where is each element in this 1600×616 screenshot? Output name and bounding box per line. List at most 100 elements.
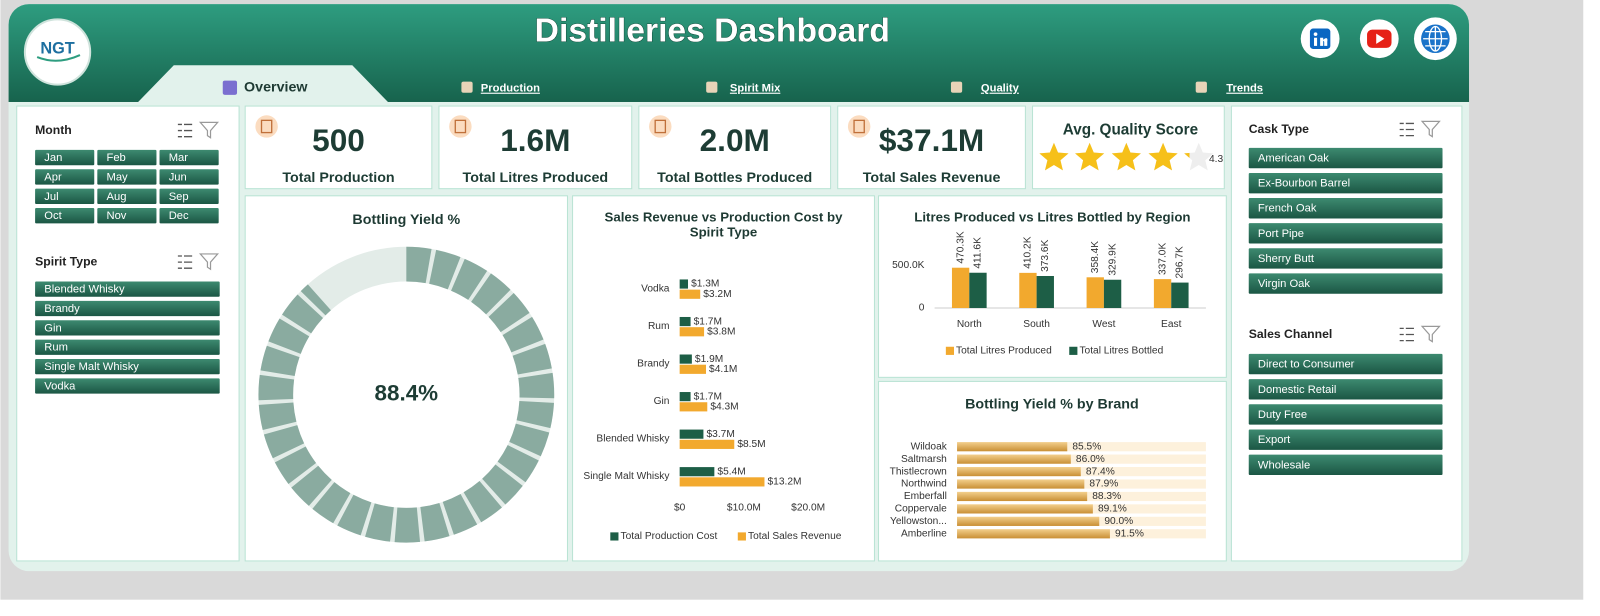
legend-swatch [610, 532, 619, 541]
tab[interactable]: Quality [981, 83, 1020, 95]
y-tick-label: Gin [654, 396, 670, 407]
y-tick-label: 500.0K [892, 260, 924, 271]
data-label: 358.4K [1090, 241, 1101, 273]
slicer-item[interactable]: Ex-Bourbon Barrel [1258, 178, 1350, 190]
bar [957, 491, 1088, 502]
slicer-item[interactable]: Wholesale [1258, 459, 1310, 471]
slicer-button[interactable] [35, 339, 220, 355]
slicer-item[interactable]: Virgin Oak [1258, 278, 1310, 290]
slicer-button[interactable] [35, 208, 95, 224]
slicer-item[interactable]: French Oak [1258, 203, 1317, 215]
tab[interactable]: Production [481, 83, 540, 95]
slicer-button[interactable] [97, 188, 157, 204]
slicer-item[interactable]: May [106, 171, 128, 183]
data-label: 87.4% [1086, 466, 1115, 477]
slicer-button[interactable] [35, 149, 95, 166]
tab[interactable]: Spirit Mix [730, 83, 781, 95]
slicer-button[interactable] [35, 378, 220, 394]
slicer-item[interactable]: Single Malt Whisky [44, 361, 139, 373]
slicer-button[interactable] [35, 281, 220, 297]
bar [679, 354, 692, 364]
y-tick-label: Coppervale [895, 504, 947, 515]
y-tick-label: Brandy [637, 358, 670, 369]
slicer-button[interactable] [1248, 454, 1443, 476]
slicer-button[interactable] [97, 169, 157, 185]
chart-title: Bottling Yield % by Brand [965, 397, 1139, 413]
kpi-icon [255, 115, 278, 138]
slicer-button[interactable] [1248, 273, 1443, 294]
slicer-item[interactable]: American Oak [1258, 153, 1329, 165]
slicer-item[interactable]: Duty Free [1258, 409, 1307, 421]
slicer-item[interactable]: Mar [169, 152, 189, 164]
slicer-item[interactable]: Apr [44, 171, 62, 183]
star-fill [1075, 142, 1105, 171]
clear-filter-icon[interactable] [1420, 120, 1441, 138]
slicer-button[interactable] [1248, 404, 1443, 425]
star-fill [1111, 142, 1141, 171]
kpi-value: $37.1M [879, 122, 984, 158]
multi-select-icon[interactable] [177, 123, 193, 138]
clear-filter-icon[interactable] [198, 121, 220, 139]
multi-select-icon[interactable] [177, 255, 193, 269]
tab[interactable]: Trends [1226, 83, 1263, 95]
slicer-item[interactable]: Blended Whisky [44, 284, 125, 296]
slicer-item[interactable]: Jul [44, 191, 58, 203]
slicer-item[interactable]: Rum [44, 342, 68, 354]
slicer-item[interactable]: Aug [106, 191, 126, 203]
linkedin-glyph [1313, 32, 1318, 37]
star-fill [1184, 152, 1190, 158]
chart-title-box: Sales Revenue vs Production Cost by Spir… [605, 209, 843, 240]
slicer-item[interactable]: Dec [169, 210, 189, 222]
multi-select-icon[interactable] [1399, 122, 1414, 137]
slicer-button[interactable] [159, 169, 219, 185]
slicer-button[interactable] [1248, 223, 1443, 244]
slicer-item[interactable]: Jan [44, 152, 62, 164]
slicer-button[interactable] [159, 208, 219, 224]
kpi-card [837, 105, 1026, 190]
data-label: $1.3M [691, 279, 719, 290]
kpi-value: 1.6M [500, 122, 570, 158]
multi-select-icon[interactable] [1399, 327, 1414, 342]
slicer-item[interactable]: Sep [169, 191, 189, 203]
slicer-item[interactable]: Export [1258, 434, 1291, 446]
legend-label: Total Litres Produced [956, 346, 1052, 357]
slicer-button[interactable] [1248, 429, 1443, 450]
slicer-item[interactable]: Nov [106, 210, 126, 222]
bar [957, 479, 1085, 489]
clear-filter-icon[interactable] [1420, 325, 1441, 343]
slicer-button[interactable] [1248, 353, 1443, 375]
slicer-button[interactable] [1248, 172, 1443, 194]
slicer-item[interactable]: Gin [44, 322, 61, 334]
slicer-button[interactable] [35, 320, 220, 336]
slicer-item[interactable]: Sherry Butt [1258, 253, 1315, 265]
slicer-title: Cask Type [1249, 122, 1309, 136]
slicer-button[interactable] [35, 358, 220, 375]
slicer-button[interactable] [35, 188, 95, 204]
slicer-item[interactable]: Direct to Consumer [1258, 359, 1355, 371]
slicer-item[interactable]: Jun [169, 171, 187, 183]
slicer-item[interactable]: Brandy [44, 303, 80, 315]
bar [679, 477, 765, 487]
slicer-button[interactable] [1248, 379, 1443, 400]
slicer-item[interactable]: Domestic Retail [1258, 384, 1336, 396]
slicer-button[interactable] [97, 208, 157, 224]
slicer-button[interactable] [159, 149, 219, 166]
bar [957, 442, 1068, 452]
slicer-button[interactable] [1248, 198, 1443, 219]
slicer-button[interactable] [1248, 248, 1443, 269]
y-tick-label: Single Malt Whisky [583, 471, 670, 482]
kpi-label: Total Production [282, 170, 394, 186]
slicer-item[interactable]: Vodka [44, 380, 76, 392]
slicer-item[interactable]: Feb [106, 152, 125, 164]
y-tick-label: Rum [648, 321, 670, 332]
clear-filter-icon[interactable] [198, 253, 220, 271]
slicer-button[interactable] [35, 300, 220, 317]
slicer-button[interactable] [97, 149, 157, 166]
slicer-item[interactable]: Port Pipe [1258, 228, 1304, 240]
slicer-button[interactable] [1248, 147, 1443, 169]
slicer-button[interactable] [35, 169, 95, 185]
slicer-item[interactable]: Oct [44, 210, 62, 222]
slicer-button[interactable] [159, 188, 219, 204]
tab[interactable]: Overview [244, 79, 308, 95]
divider [8, 101, 1470, 105]
